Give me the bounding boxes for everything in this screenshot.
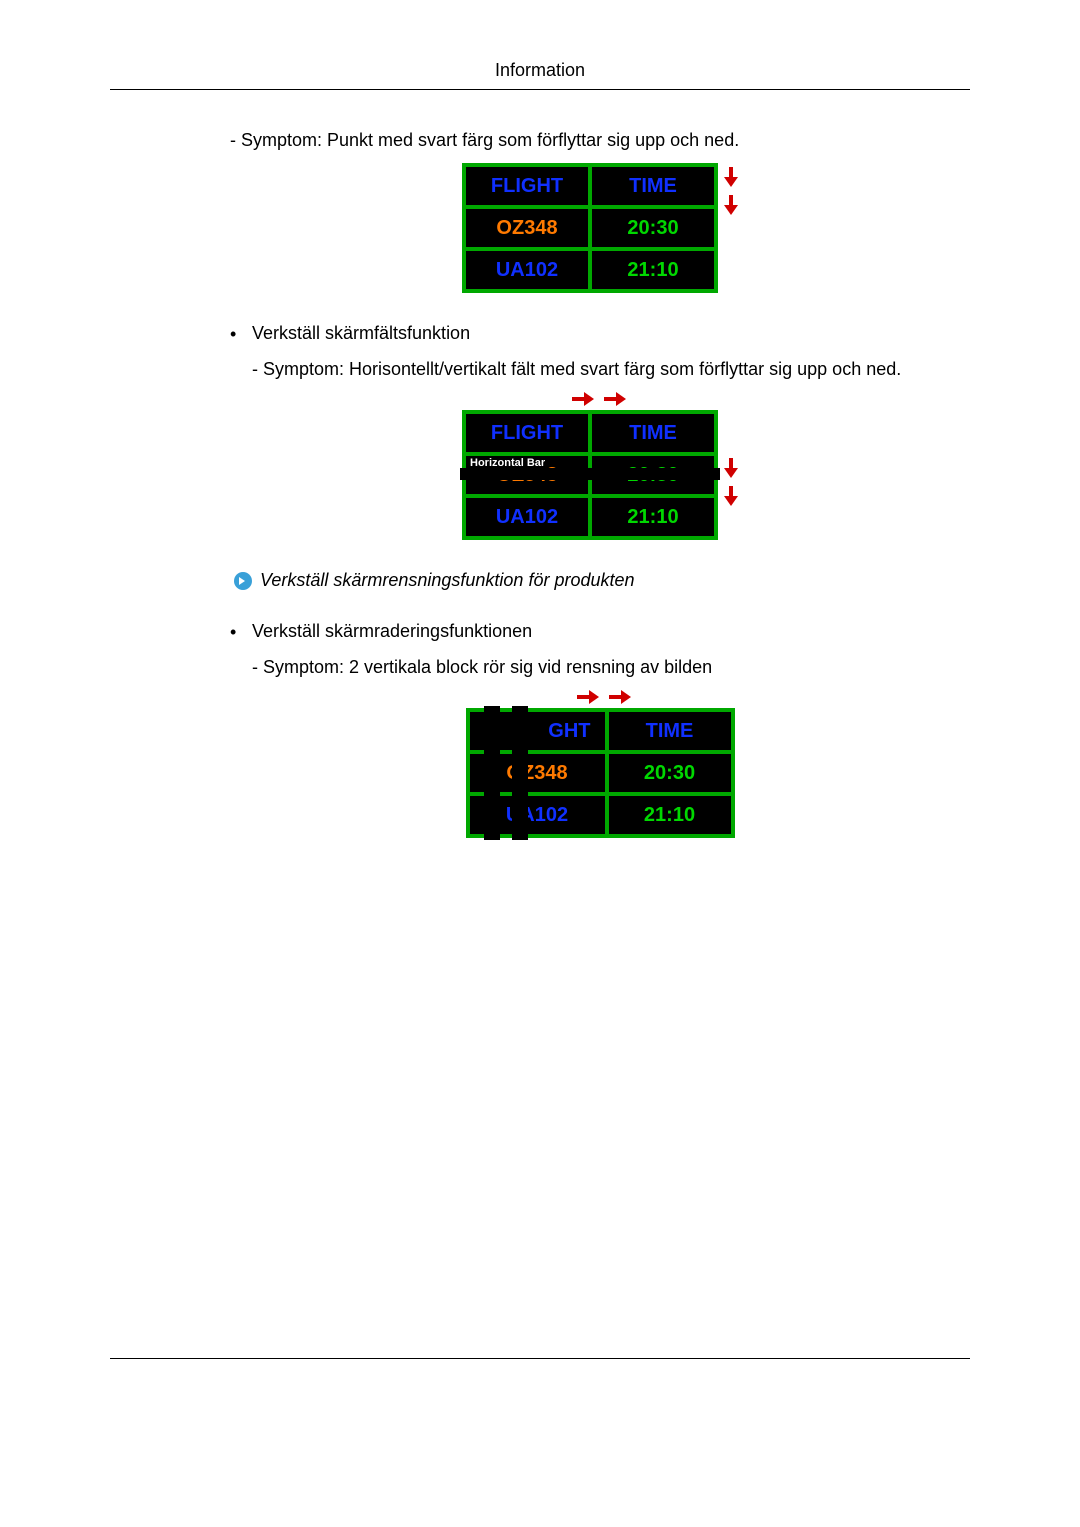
cell-ua-time: 21:10 [590, 249, 716, 291]
down-arrows-right [724, 410, 738, 510]
bullet-dot-icon: • [230, 621, 252, 643]
right-arrow-icon [572, 392, 596, 406]
flight-table-1: FLIGHT TIME OZ348 20:30 UA102 21:10 [462, 163, 718, 293]
right-arrows-top-left [565, 690, 635, 704]
vertical-bar-artifact [484, 706, 500, 840]
col-header-time: TIME [590, 412, 716, 454]
bullet-dot-icon: • [230, 323, 252, 345]
symptom-1: - Symptom: Punkt med svart färg som förf… [230, 130, 970, 151]
flight-table-3: GHT TIME OZ348 20:30 UA102 21:10 [466, 708, 735, 838]
down-arrows-right [724, 163, 738, 219]
cell-oz-flight: OZ348 [464, 207, 590, 249]
content-area: - Symptom: Punkt med svart färg som förf… [110, 90, 970, 838]
bullet-2-text: Verkställ skärmfältsfunktion [252, 323, 970, 344]
cell-ua-flight: UA102 [464, 496, 590, 538]
vertical-bar-artifact [512, 706, 528, 840]
cell-ua-time: 21:10 [590, 496, 716, 538]
col-header-flight: FLIGHT [464, 165, 590, 207]
cell-ua-flight: UA102 [464, 249, 590, 291]
footer-divider [110, 1358, 970, 1359]
figure-2: Horizontal Bar FLIGHT TIME OZ348 20:30 [230, 392, 970, 540]
col-header-time: TIME [607, 710, 733, 752]
right-arrows-top [570, 392, 630, 406]
note-row: Verkställ skärmrensningsfunktion för pro… [230, 570, 970, 591]
col-header-time: TIME [590, 165, 716, 207]
cell-ua-time: 21:10 [607, 794, 733, 836]
page: Information - Symptom: Punkt med svart f… [0, 0, 1080, 1419]
flight-table-2: Horizontal Bar FLIGHT TIME OZ348 20:30 [462, 410, 718, 540]
note-text: Verkställ skärmrensningsfunktion för pro… [260, 570, 635, 591]
down-arrow-icon [724, 486, 738, 508]
down-arrow-icon [724, 458, 738, 480]
down-arrow-icon [724, 167, 738, 189]
col-header-flight: FLIGHT [464, 412, 590, 454]
symptom-2: - Symptom: Horisontellt/vertikalt fält m… [252, 359, 970, 380]
cell-oz-time: 20:30 [607, 752, 733, 794]
note-arrow-icon [234, 572, 252, 590]
right-arrow-icon [604, 392, 628, 406]
symptom-3: - Symptom: 2 vertikala block rör sig vid… [252, 657, 970, 678]
horizontal-bar-label: Horizontal Bar [468, 456, 547, 470]
figure-1: FLIGHT TIME OZ348 20:30 UA102 21:10 [230, 163, 970, 293]
down-arrow-icon [724, 195, 738, 217]
bullet-2: • Verkställ skärmfältsfunktion [230, 323, 970, 345]
page-header: Information [110, 60, 970, 90]
bullet-3: • Verkställ skärmraderingsfunktionen [230, 621, 970, 643]
figure-3: GHT TIME OZ348 20:30 UA102 21:10 [230, 690, 970, 838]
cell-oz-time: 20:30 [590, 207, 716, 249]
right-arrow-icon [609, 690, 633, 704]
bullet-3-text: Verkställ skärmraderingsfunktionen [252, 621, 970, 642]
right-arrow-icon [577, 690, 601, 704]
